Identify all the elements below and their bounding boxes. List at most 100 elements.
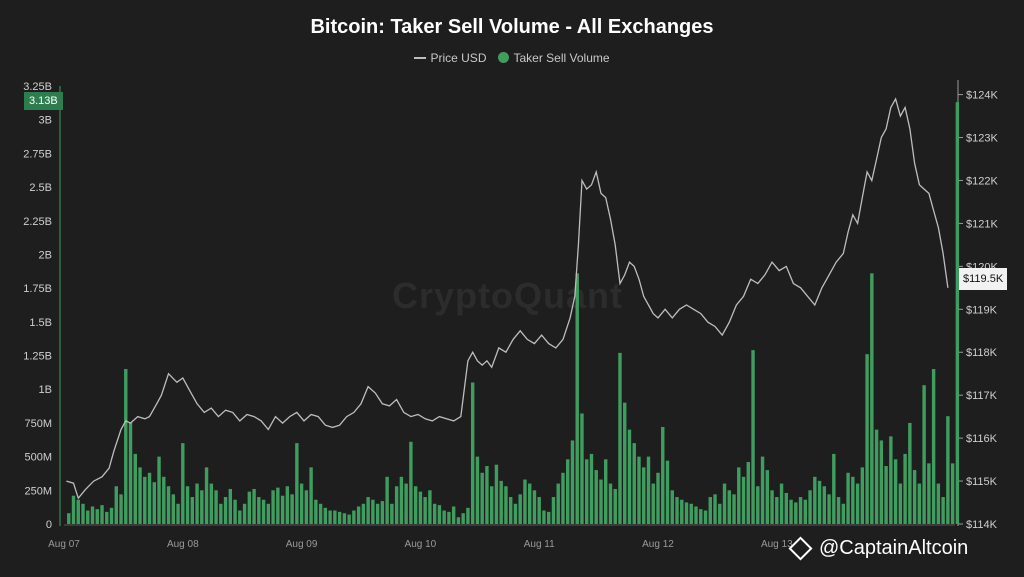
volume-bar [893, 459, 898, 524]
volume-bar [185, 486, 190, 524]
volume-bar [90, 506, 95, 524]
volume-bar [176, 503, 180, 524]
volume-bar [409, 441, 413, 524]
volume-bar [879, 440, 884, 524]
volume-bar [575, 273, 579, 524]
volume-bar [105, 511, 109, 524]
volume-bar [423, 497, 427, 524]
volume-bar [566, 459, 570, 524]
volume-legend-label[interactable]: Taker Sell Volume [513, 50, 610, 65]
volume-bar [247, 491, 252, 524]
volume-bar [841, 503, 846, 524]
volume-bar [352, 510, 356, 524]
volume-bar [143, 476, 147, 524]
volume-bar [432, 503, 437, 524]
volume-bar [209, 483, 214, 524]
volume-bar [318, 503, 323, 524]
right-tick-label: $121K [966, 218, 998, 230]
volume-bar [461, 513, 465, 524]
volume-bar [466, 507, 470, 524]
volume-bar [366, 497, 370, 524]
x-axis: Aug 07 Aug 08 Aug 09 Aug 10 Aug 11 Aug 12 Aug … [48, 524, 955, 550]
volume-bar [832, 453, 836, 524]
volume-bar [874, 429, 879, 524]
volume-bar [741, 476, 746, 524]
volume-bar [238, 510, 242, 524]
volume-bar [727, 490, 731, 524]
right-tick-label: $119K [966, 304, 998, 316]
volume-bar [675, 497, 679, 524]
volume-bar [418, 491, 423, 524]
volume-bar [109, 507, 114, 524]
volume-bar [798, 497, 803, 524]
volume-bar [356, 506, 361, 524]
volume-bar [124, 369, 128, 524]
volume-bar [694, 506, 698, 524]
volume-bar [912, 470, 917, 524]
volume-bar [551, 497, 556, 524]
volume-bar [604, 459, 608, 524]
volume-bar [922, 385, 926, 524]
volume-bar [404, 483, 408, 524]
volume-bar [608, 483, 613, 524]
volume-bar [133, 453, 137, 524]
volume-bar [347, 514, 351, 524]
volume-bar [770, 490, 774, 524]
price-legend-swatch [414, 56, 427, 59]
volume-bar [342, 513, 347, 524]
volume-bar [599, 479, 603, 524]
volume-bar [756, 486, 760, 524]
x-tick-label: Aug 11 [524, 539, 555, 550]
volume-bar [323, 507, 328, 524]
volume-bar [737, 467, 741, 524]
price-legend-label[interactable]: Price USD [430, 50, 487, 65]
volume-bar [480, 472, 484, 524]
left-tick-label: 2B [39, 249, 52, 261]
volume-bar [561, 472, 565, 524]
right-axis: $114K$115K$116K$117K$118K$119K$120K$121K… [957, 80, 998, 531]
volume-bar [927, 463, 931, 524]
volume-bar [280, 495, 285, 524]
volume-bar [81, 503, 85, 524]
volume-bar [214, 490, 218, 524]
volume-bar [504, 486, 508, 524]
volume-bar [836, 497, 841, 524]
volume-bar [162, 476, 166, 524]
volume-bar [532, 490, 537, 524]
volume-bar [884, 466, 888, 524]
volume-bar [623, 402, 627, 524]
volume-bar [637, 456, 641, 524]
volume-bar [166, 486, 171, 524]
volume-bar [489, 486, 494, 524]
right-tick-label: $124K [966, 90, 998, 102]
volume-bar [157, 456, 161, 524]
right-tick-label: $117K [966, 390, 998, 402]
watermark: CryptoQuant [392, 275, 623, 316]
left-tick-label: 0 [46, 519, 52, 531]
volume-bar [732, 494, 736, 524]
volume-bar [523, 479, 527, 524]
volume-bar [665, 460, 670, 524]
volume-bar [485, 466, 489, 524]
legend: Price USD Taker Sell Volume [0, 50, 1024, 65]
volume-bar [570, 440, 575, 524]
left-tick-label: 1.25B [23, 351, 52, 363]
volume-bar [228, 488, 233, 524]
x-tick-label: Aug 09 [286, 539, 318, 550]
left-tick-label: 500M [24, 452, 52, 464]
volume-bar [784, 493, 789, 524]
volume-bar [946, 416, 950, 524]
volume-bar [470, 382, 475, 524]
volume-bar [827, 494, 831, 524]
volume-bar [399, 476, 404, 524]
volume-bar [428, 490, 432, 524]
volume-bar [499, 480, 503, 524]
volume-bars [67, 102, 960, 525]
volume-bar [794, 502, 798, 524]
volume-bar [309, 467, 313, 524]
volume-bar [651, 483, 655, 524]
volume-bar [585, 459, 589, 524]
volume-bar [242, 503, 247, 524]
left-tick-label: 250M [24, 485, 52, 497]
